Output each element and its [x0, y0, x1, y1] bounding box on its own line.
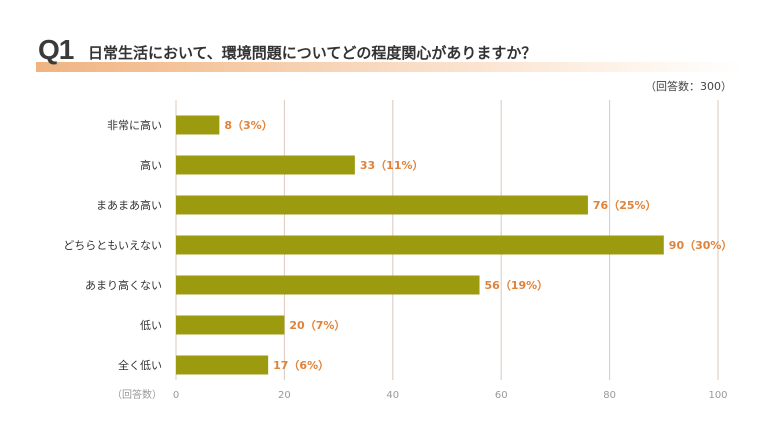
category-label: あまり高くない — [85, 278, 162, 292]
question-number: Q1 — [38, 34, 74, 65]
category-label: 高い — [140, 158, 162, 172]
bar — [176, 275, 480, 295]
category-label: 非常に高い — [107, 118, 162, 132]
category-label: 全く低い — [118, 358, 162, 372]
question-title: 日常生活において、環境問題についてどの程度関心がありますか？ — [88, 44, 537, 62]
bar — [176, 155, 355, 175]
value-label: 33（11%） — [360, 159, 424, 172]
x-tick-label: 20 — [278, 390, 291, 401]
x-tick-label: 0 — [173, 390, 179, 401]
x-axis-title: （回答数） — [112, 388, 162, 401]
value-label: 90（30%） — [669, 239, 733, 252]
header-accent-band — [36, 62, 744, 72]
bar — [176, 115, 220, 135]
x-tick-label: 100 — [708, 390, 727, 401]
bar — [176, 315, 285, 335]
bar — [176, 235, 664, 255]
bar — [176, 195, 588, 215]
value-label: 8（3%） — [224, 119, 272, 132]
value-label: 76（25%） — [593, 199, 657, 212]
value-label: 17（6%） — [273, 359, 329, 372]
value-label: 20（7%） — [289, 319, 345, 332]
x-tick-label: 80 — [603, 390, 616, 401]
value-label: 56（19%） — [485, 279, 549, 292]
x-tick-label: 60 — [495, 390, 508, 401]
bar — [176, 355, 269, 375]
category-label: 低い — [140, 319, 162, 332]
question-header: Q1 日常生活において、環境問題についてどの程度関心がありますか？ — [36, 34, 744, 74]
x-tick-label: 40 — [386, 390, 399, 401]
respondent-count: （回答数：300） — [645, 80, 732, 93]
category-label: どちらともいえない — [63, 239, 162, 252]
category-label: まあまあ高い — [96, 198, 162, 212]
